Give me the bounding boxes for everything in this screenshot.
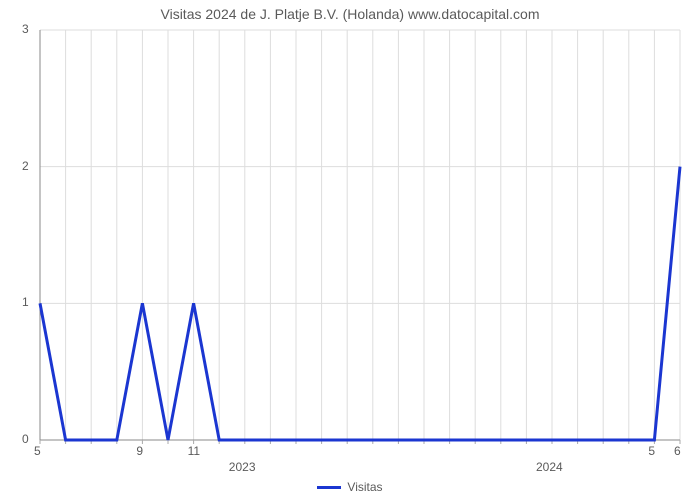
x-tick-label: 6 (674, 444, 681, 458)
plot-area (40, 30, 680, 440)
y-tick-label: 0 (22, 432, 29, 446)
x-tick-label: 5 (34, 444, 41, 458)
y-tick-label: 1 (22, 295, 29, 309)
chart-svg (40, 30, 680, 440)
x-tick-label: 9 (136, 444, 143, 458)
chart-title: Visitas 2024 de J. Platje B.V. (Holanda)… (0, 6, 700, 22)
y-tick-label: 3 (22, 22, 29, 36)
legend-label: Visitas (347, 480, 382, 494)
x-tick-label: 11 (188, 444, 200, 458)
legend: Visitas (0, 480, 700, 494)
legend-swatch (317, 486, 341, 489)
x-year-label: 2023 (229, 460, 256, 474)
x-tick-label: 5 (648, 444, 655, 458)
chart-container: Visitas 2024 de J. Platje B.V. (Holanda)… (0, 0, 700, 500)
x-year-label: 2024 (536, 460, 563, 474)
y-tick-label: 2 (22, 159, 29, 173)
